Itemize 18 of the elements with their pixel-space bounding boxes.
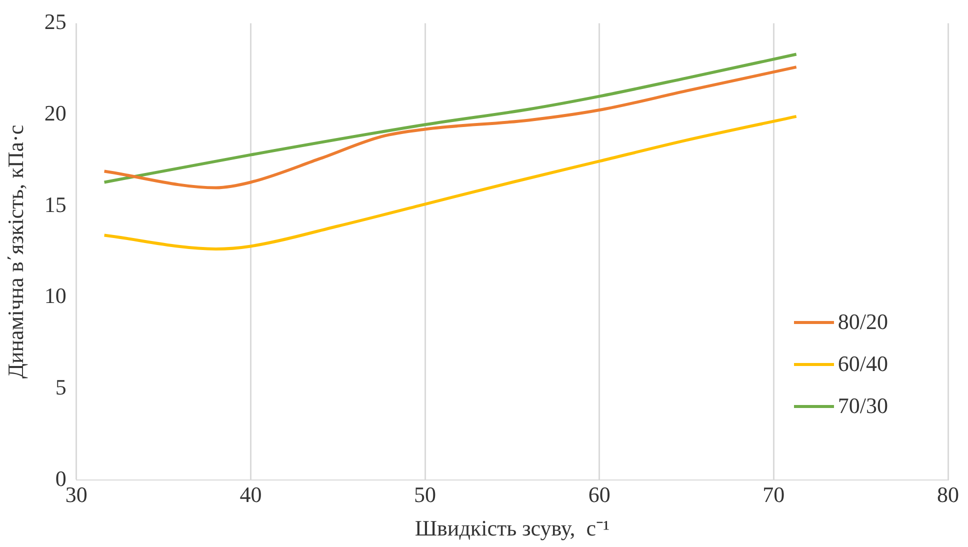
y-tick-label: 25 [44, 8, 66, 34]
x-tick-label: 30 [65, 482, 88, 508]
y-tick-label: 10 [44, 283, 66, 308]
x-tick-label: 70 [762, 482, 785, 508]
x-axis-title: Швидкість зсуву, с⁻¹ [414, 516, 610, 541]
y-tick-label: 0 [55, 466, 66, 491]
x-tick-label: 50 [414, 482, 436, 508]
x-tick-label: 80 [937, 482, 959, 508]
y-axis-title: Динамічна в΄язкість, кПа·с [2, 124, 28, 379]
y-tick-label: 15 [44, 192, 66, 217]
line-series [102, 114, 798, 250]
legend-label: 80/20 [838, 309, 888, 336]
y-tick-label: 20 [44, 100, 66, 126]
x-tick-label: 40 [240, 482, 262, 508]
x-tick-label: 60 [588, 482, 610, 508]
y-tick-label: 5 [55, 374, 66, 400]
legend-label: 60/40 [838, 351, 888, 378]
legend-label: 70/30 [838, 393, 888, 420]
